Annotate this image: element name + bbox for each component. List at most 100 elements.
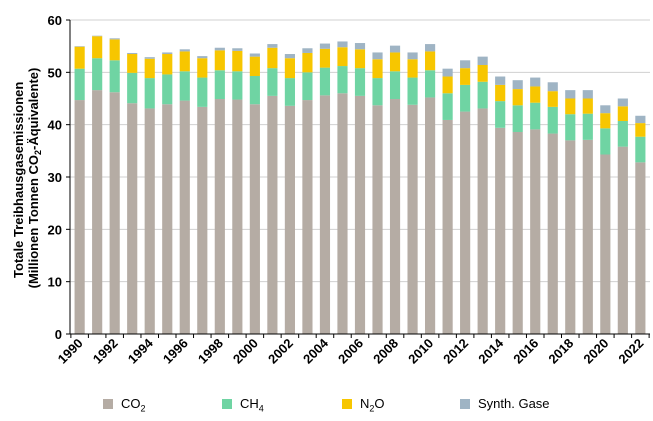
- bar-0-2016: [530, 129, 541, 334]
- bar-3-2021: [617, 98, 628, 107]
- bar-2-2009: [407, 59, 418, 78]
- x-tick-labels: 1990 1992 1994 1996 1998 2000 2002 2004 2006 2008…: [55, 335, 647, 367]
- x-tick-label: 2000: [230, 336, 261, 367]
- bar-1-2002: [284, 78, 295, 106]
- bar-3-2011: [442, 68, 453, 77]
- bar-2-1992: [109, 39, 120, 61]
- y-axis-label-line1: Totale Treibhausgasemissionen: [11, 82, 26, 278]
- bar-1-2010: [425, 70, 436, 98]
- bar-3-1990: [74, 46, 85, 47]
- bar-2-2012: [460, 68, 471, 85]
- bar-3-1997: [197, 56, 208, 59]
- y-axis-label: Totale Treibhausgasemissionen (Millionen…: [11, 68, 43, 289]
- x-tick-label: 2014: [475, 335, 507, 367]
- bar-1-2008: [389, 71, 401, 100]
- x-tick-label: 2020: [580, 336, 611, 367]
- bar-3-2008: [389, 45, 401, 53]
- bar-0-2009: [407, 104, 418, 334]
- bar-2-2000: [249, 56, 260, 76]
- bar-1-1992: [109, 60, 120, 93]
- bar-2-2008: [389, 52, 401, 72]
- bar-0-2011: [442, 119, 453, 334]
- bar-2-1999: [232, 50, 243, 72]
- bar-1-2001: [267, 68, 278, 96]
- bar-2-2001: [267, 47, 278, 69]
- bar-3-2003: [302, 48, 313, 53]
- bar-3-2001: [267, 44, 278, 48]
- x-tick-label: 2004: [300, 335, 332, 367]
- bar-3-1993: [127, 52, 138, 55]
- bar-3-1992: [109, 38, 120, 40]
- bar-3-2006: [354, 43, 366, 50]
- legend-item-ch4: CH4: [222, 396, 264, 414]
- bar-0-2012: [460, 111, 471, 334]
- bar-1-2020: [600, 128, 611, 155]
- legend: CO2 CH4 N2O Synth. Gase: [0, 396, 653, 418]
- bar-1-1996: [179, 71, 190, 101]
- bar-3-2007: [372, 52, 383, 60]
- bar-3-2016: [530, 77, 541, 87]
- bar-3-1999: [232, 48, 243, 51]
- bar-0-2002: [284, 105, 295, 335]
- bar-0-1996: [179, 100, 190, 335]
- bar-1-2016: [530, 102, 541, 130]
- bar-2-1990: [74, 46, 85, 69]
- bar-0-1992: [109, 92, 120, 334]
- y-tick-label: 30: [48, 170, 62, 185]
- bar-2-2022: [635, 123, 646, 137]
- bar-1-2018: [565, 114, 576, 141]
- bar-2-2015: [512, 89, 523, 106]
- x-tick-label: 2002: [265, 336, 296, 367]
- legend-label-ch4: CH4: [240, 396, 264, 414]
- bar-2-2017: [547, 91, 558, 107]
- bar-3-2004: [319, 43, 331, 49]
- bar-3-2015: [512, 80, 523, 90]
- bar-3-1995: [162, 52, 173, 55]
- bar-1-2009: [407, 77, 418, 105]
- y-tick-label: 40: [48, 118, 62, 133]
- legend-label-co2: CO2: [121, 396, 146, 414]
- bar-0-2022: [635, 162, 646, 334]
- bar-1-1997: [197, 77, 208, 107]
- y-tick-label: 20: [48, 222, 62, 237]
- x-tick-label: 1994: [125, 335, 157, 367]
- bar-1-2005: [337, 66, 348, 94]
- bar-2-1994: [144, 58, 155, 79]
- bar-3-2009: [407, 52, 418, 60]
- bar-0-1993: [127, 103, 138, 335]
- bar-3-2017: [547, 82, 558, 92]
- y-tick-label: 50: [48, 65, 62, 80]
- x-tick-label: 1996: [160, 336, 191, 367]
- bar-0-1990: [74, 100, 85, 334]
- bar-1-1990: [74, 68, 85, 101]
- bar-2-2002: [284, 58, 295, 79]
- bar-1-2003: [302, 72, 313, 101]
- bar-3-2020: [600, 105, 611, 114]
- legend-item-synth-gase: Synth. Gase: [460, 396, 550, 411]
- bar-2-2014: [495, 84, 506, 102]
- bar-2-1998: [214, 50, 225, 71]
- bar-3-2022: [635, 115, 646, 124]
- bar-1-2011: [442, 93, 453, 120]
- bar-1-2007: [372, 78, 383, 106]
- bar-0-2000: [249, 104, 260, 334]
- bar-0-2007: [372, 105, 383, 334]
- bar-0-1998: [214, 99, 225, 334]
- bar-3-1991: [92, 35, 103, 37]
- bar-0-2015: [512, 131, 523, 334]
- y-axis-label-line2-sub: 2: [33, 150, 43, 155]
- legend-label-n2o: N2O: [360, 396, 385, 414]
- bar-0-2003: [302, 100, 313, 334]
- bar-2-2006: [354, 49, 366, 69]
- bar-2-2007: [372, 59, 383, 79]
- bar-1-2015: [512, 105, 523, 132]
- bar-2-2010: [425, 51, 436, 71]
- bar-0-2013: [477, 108, 488, 335]
- bar-0-2001: [267, 95, 278, 334]
- bar-1-2013: [477, 81, 488, 109]
- bar-0-2004: [319, 95, 331, 334]
- bar-0-1999: [232, 99, 243, 335]
- x-tick-label: 1992: [90, 336, 121, 367]
- bar-1-2012: [460, 84, 471, 112]
